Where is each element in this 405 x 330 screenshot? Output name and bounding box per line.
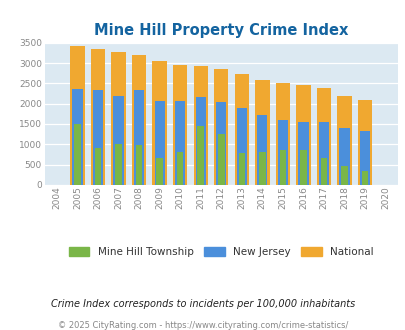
- Bar: [359, 131, 369, 185]
- Bar: [298, 121, 308, 185]
- Bar: [111, 52, 126, 185]
- Bar: [193, 66, 207, 185]
- Bar: [318, 121, 328, 185]
- Bar: [238, 153, 245, 185]
- Bar: [154, 101, 164, 185]
- Text: Crime Index corresponds to incidents per 100,000 inhabitants: Crime Index corresponds to incidents per…: [51, 299, 354, 309]
- Bar: [173, 65, 187, 185]
- Bar: [340, 166, 347, 185]
- Bar: [177, 151, 183, 185]
- Bar: [136, 145, 142, 185]
- Title: Mine Hill Property Crime Index: Mine Hill Property Crime Index: [94, 22, 347, 38]
- Bar: [361, 171, 367, 185]
- Bar: [234, 74, 248, 185]
- Bar: [339, 128, 349, 185]
- Bar: [213, 69, 228, 185]
- Bar: [91, 49, 105, 185]
- Bar: [94, 148, 101, 185]
- Bar: [217, 134, 224, 185]
- Bar: [215, 102, 226, 185]
- Bar: [195, 97, 205, 185]
- Bar: [316, 88, 330, 185]
- Bar: [197, 126, 204, 185]
- Bar: [72, 89, 83, 185]
- Bar: [115, 144, 122, 185]
- Bar: [320, 158, 326, 185]
- Bar: [93, 90, 103, 185]
- Bar: [134, 90, 144, 185]
- Bar: [236, 108, 246, 185]
- Bar: [132, 55, 146, 185]
- Bar: [152, 61, 166, 185]
- Bar: [277, 119, 287, 185]
- Bar: [258, 151, 265, 185]
- Bar: [74, 124, 81, 185]
- Bar: [299, 150, 306, 185]
- Bar: [257, 115, 267, 185]
- Bar: [70, 46, 85, 185]
- Bar: [357, 100, 371, 185]
- Bar: [254, 80, 269, 185]
- Bar: [275, 83, 289, 185]
- Bar: [156, 158, 162, 185]
- Bar: [337, 96, 351, 185]
- Bar: [113, 96, 124, 185]
- Legend: Mine Hill Township, New Jersey, National: Mine Hill Township, New Jersey, National: [65, 244, 376, 260]
- Bar: [175, 101, 185, 185]
- Text: © 2025 CityRating.com - https://www.cityrating.com/crime-statistics/: © 2025 CityRating.com - https://www.city…: [58, 321, 347, 330]
- Bar: [279, 149, 286, 185]
- Bar: [296, 85, 310, 185]
